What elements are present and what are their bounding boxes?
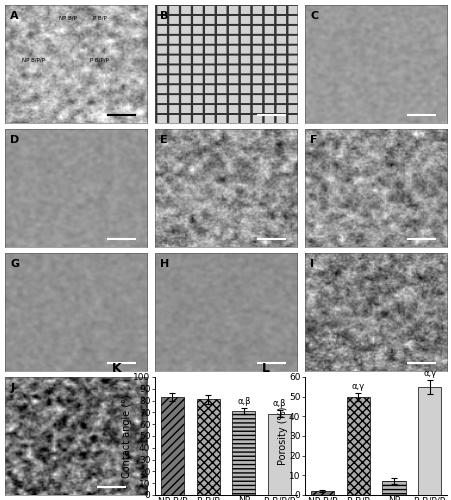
Y-axis label: Contact angle (°): Contact angle (°) <box>121 394 131 478</box>
Bar <box>196 400 219 495</box>
Text: α,γ: α,γ <box>351 382 364 390</box>
Text: B: B <box>160 11 168 21</box>
Text: P B/P: P B/P <box>93 15 106 20</box>
Text: A: A <box>10 11 19 21</box>
Text: L: L <box>261 362 269 374</box>
Text: NP B/P: NP B/P <box>59 15 77 20</box>
Text: K: K <box>111 362 121 374</box>
Text: I: I <box>310 259 313 269</box>
Text: α,β: α,β <box>237 397 250 406</box>
Text: α,β: α,β <box>272 398 285 407</box>
Bar <box>417 387 440 495</box>
Text: J: J <box>10 383 14 393</box>
Bar <box>232 411 255 495</box>
Bar <box>267 414 290 495</box>
Bar <box>161 397 184 495</box>
Text: D: D <box>10 135 19 145</box>
Text: F: F <box>310 135 317 145</box>
Bar <box>382 481 405 495</box>
Bar <box>346 396 369 495</box>
Text: H: H <box>160 259 169 269</box>
Y-axis label: Porosity (%): Porosity (%) <box>277 406 287 465</box>
Bar <box>310 491 333 495</box>
Text: NP B/P/P: NP B/P/P <box>22 58 45 62</box>
Text: E: E <box>160 135 167 145</box>
Text: C: C <box>310 11 318 21</box>
Text: P B/P/P: P B/P/P <box>90 58 109 62</box>
Text: G: G <box>10 259 19 269</box>
Text: α,γ: α,γ <box>422 369 435 378</box>
